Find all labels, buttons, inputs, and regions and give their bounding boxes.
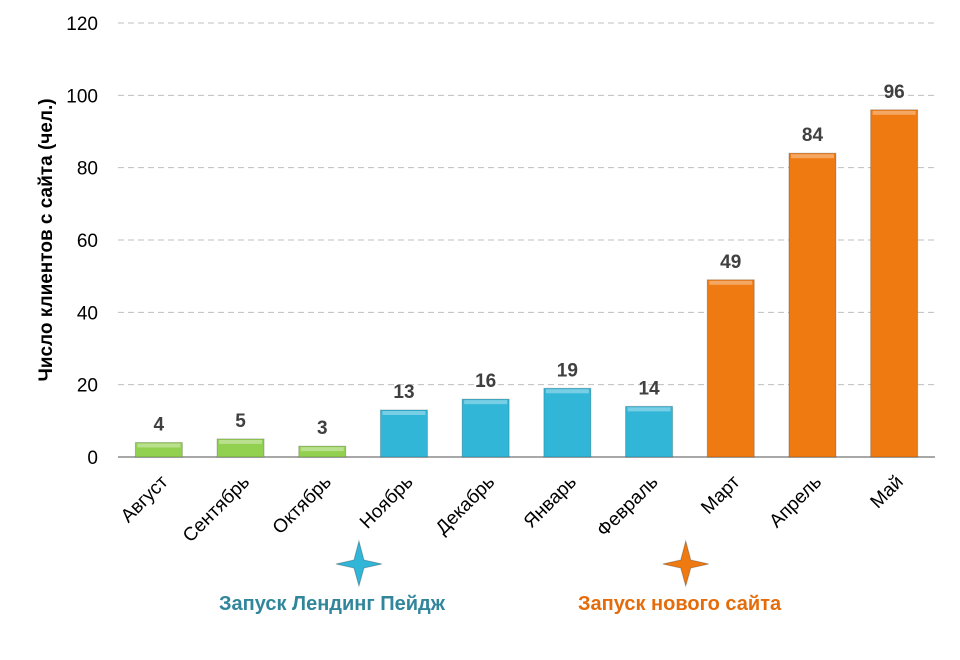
y-tick-label: 0 — [87, 448, 98, 469]
bar — [216, 438, 265, 458]
x-tick-label: Март — [697, 471, 744, 518]
y-tick-label: 120 — [66, 14, 98, 35]
bar — [379, 409, 428, 458]
x-tick-label: Октябрь — [269, 472, 336, 539]
x-tick-label: Сентябрь — [179, 472, 254, 547]
x-tick-label: Август — [117, 471, 172, 526]
x-tick-label: Ноябрь — [356, 472, 418, 534]
y-tick-label: 60 — [77, 231, 98, 252]
y-tick-label: 80 — [77, 159, 98, 180]
y-tick-label: 100 — [66, 86, 98, 107]
y-tick-label: 40 — [77, 303, 98, 324]
y-tick-label: 20 — [77, 376, 98, 397]
x-tick-label: Апрель — [766, 472, 826, 532]
bar-highlight — [872, 110, 916, 115]
bar-highlight — [137, 443, 181, 448]
annotation-new-site-launch: Запуск нового сайта — [578, 593, 782, 615]
bar — [134, 442, 183, 458]
x-tick-label: Январь — [520, 472, 581, 533]
data-label: 84 — [802, 125, 824, 146]
bar-highlight — [382, 410, 426, 415]
data-label: 49 — [720, 252, 741, 273]
bar — [870, 109, 919, 458]
data-label: 3 — [317, 418, 328, 439]
data-label: 16 — [475, 371, 496, 392]
data-label: 14 — [638, 378, 660, 399]
x-tick-label: Февраль — [593, 472, 663, 542]
data-label: 13 — [393, 382, 414, 403]
y-axis-label: Число клиентов с сайта (чел.) — [36, 98, 57, 381]
bar — [543, 387, 592, 458]
bar — [298, 445, 347, 458]
bar — [706, 279, 755, 458]
bar-highlight — [709, 280, 753, 285]
star-4-point-icon — [335, 539, 383, 588]
data-label: 5 — [235, 411, 246, 432]
bar-highlight — [545, 389, 589, 394]
bar-highlight — [627, 407, 671, 412]
x-tick-label: Декабрь — [432, 472, 499, 539]
bar-highlight — [790, 154, 834, 159]
bar — [461, 398, 510, 458]
bar-highlight — [219, 439, 263, 444]
data-label: 96 — [884, 82, 905, 103]
data-label: 4 — [154, 415, 165, 436]
annotation-landing-launch: Запуск Лендинг Пейдж — [219, 593, 445, 615]
bar — [625, 405, 674, 458]
data-label: 19 — [557, 360, 578, 381]
star-4-point-icon — [662, 539, 709, 588]
x-tick-label: Май — [867, 472, 908, 513]
bar-highlight — [464, 400, 508, 405]
bar — [788, 152, 837, 458]
bar-highlight — [300, 447, 344, 452]
